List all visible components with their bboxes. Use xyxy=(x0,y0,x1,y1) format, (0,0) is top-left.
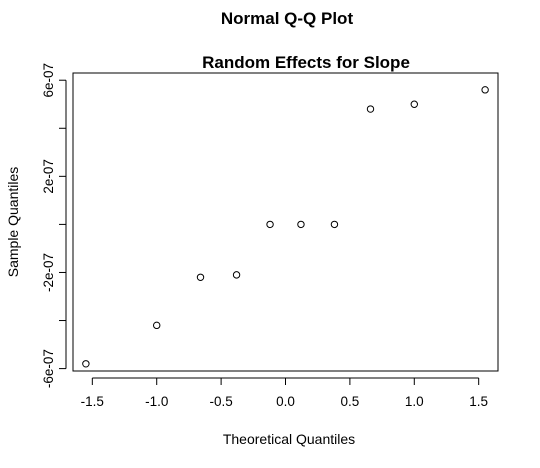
data-point xyxy=(366,105,375,113)
data-points xyxy=(82,86,489,368)
x-tick-label: -1.0 xyxy=(145,394,168,409)
data-point xyxy=(297,220,305,229)
y-tick-label: -2e-07 xyxy=(41,253,56,292)
data-point xyxy=(481,86,489,94)
data-point xyxy=(410,100,418,108)
y-axis: -6e-07 -2e-07 2e-07 6e-07 xyxy=(41,63,67,388)
data-point xyxy=(153,321,161,330)
data-point xyxy=(232,271,241,279)
data-point xyxy=(82,360,90,368)
y-tick-label: -6e-07 xyxy=(41,349,56,388)
y-axis-label: Sample Quantiles xyxy=(5,167,21,278)
x-tick-label: 0.0 xyxy=(276,394,295,409)
data-point xyxy=(196,273,205,281)
data-point xyxy=(330,220,339,229)
y-tick-label: 6e-07 xyxy=(41,63,56,98)
x-tick-label: -0.5 xyxy=(209,394,232,409)
y-tick-label: 2e-07 xyxy=(41,159,56,194)
x-axis: -1.5 -1.0 -0.5 0.0 0.5 1.0 1.5 xyxy=(81,377,488,409)
x-tick-label: 1.0 xyxy=(405,394,424,409)
x-tick-label: 0.5 xyxy=(341,394,360,409)
x-tick-label: -1.5 xyxy=(81,394,104,409)
data-point xyxy=(266,220,274,229)
chart-subtitle: Random Effects for Slope xyxy=(202,53,410,72)
x-axis-label: Theoretical Quantiles xyxy=(223,431,355,447)
chart-title: Normal Q-Q Plot xyxy=(221,9,354,28)
plot-area-frame xyxy=(72,72,499,372)
x-tick-label: 1.5 xyxy=(469,394,488,409)
